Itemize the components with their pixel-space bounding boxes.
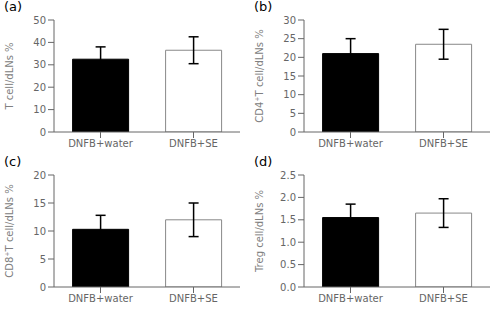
svg-text:0.0: 0.0 bbox=[280, 281, 296, 292]
html-text:(c): (c) bbox=[4, 153, 22, 169]
svg-text:40: 40 bbox=[33, 37, 46, 48]
svg-text:5: 5 bbox=[40, 253, 46, 264]
svg-text:10: 10 bbox=[283, 89, 296, 100]
svg-text:DNFB+water: DNFB+water bbox=[68, 293, 134, 304]
svg-text:CD8⁺T cell/dLNs %: CD8⁺T cell/dLNs % bbox=[8, 184, 15, 277]
svg-text:0: 0 bbox=[290, 127, 296, 138]
svg-text:30: 30 bbox=[283, 15, 296, 26]
svg-text:10: 10 bbox=[33, 104, 46, 115]
svg-text:DNFB+SE: DNFB+SE bbox=[169, 293, 218, 304]
svg-text:CD4⁺T cell/dLNs %: CD4⁺T cell/dLNs % bbox=[254, 29, 265, 122]
svg-text:0.5: 0.5 bbox=[280, 259, 296, 270]
svg-text:DNFB+water: DNFB+water bbox=[318, 293, 384, 304]
svg-text:25: 25 bbox=[283, 33, 296, 44]
svg-text:15: 15 bbox=[33, 197, 46, 208]
svg-text:T cell/dLNs %: T cell/dLNs % bbox=[8, 42, 15, 110]
svg-text:20: 20 bbox=[33, 82, 46, 93]
svg-text:DNFB+SE: DNFB+SE bbox=[169, 138, 218, 149]
svg-text:20: 20 bbox=[33, 169, 46, 180]
svg-text:0: 0 bbox=[40, 281, 46, 292]
svg-text:15: 15 bbox=[283, 71, 296, 82]
svg-text:DNFB+SE: DNFB+SE bbox=[419, 293, 468, 304]
svg-text:20: 20 bbox=[283, 52, 296, 63]
svg-text:1.5: 1.5 bbox=[280, 214, 296, 225]
svg-text:DNFB+SE: DNFB+SE bbox=[419, 138, 468, 149]
svg-text:0: 0 bbox=[40, 127, 46, 138]
svg-text:2.0: 2.0 bbox=[280, 191, 296, 202]
svg-text:Treg cell/dLNs %: Treg cell/dLNs % bbox=[254, 189, 265, 272]
html-text:(b): (b) bbox=[254, 0, 273, 14]
svg-text:DNFB+water: DNFB+water bbox=[318, 138, 384, 149]
svg-text:2.5: 2.5 bbox=[280, 169, 296, 180]
svg-text:50: 50 bbox=[33, 15, 46, 26]
svg-text:DNFB+water: DNFB+water bbox=[68, 138, 134, 149]
svg-text:5: 5 bbox=[290, 108, 296, 119]
svg-text:30: 30 bbox=[33, 59, 46, 70]
svg-text:10: 10 bbox=[33, 225, 46, 236]
html-text:(d): (d) bbox=[254, 153, 273, 169]
svg-text:1.0: 1.0 bbox=[280, 236, 296, 247]
html-text:(a): (a) bbox=[4, 0, 23, 14]
